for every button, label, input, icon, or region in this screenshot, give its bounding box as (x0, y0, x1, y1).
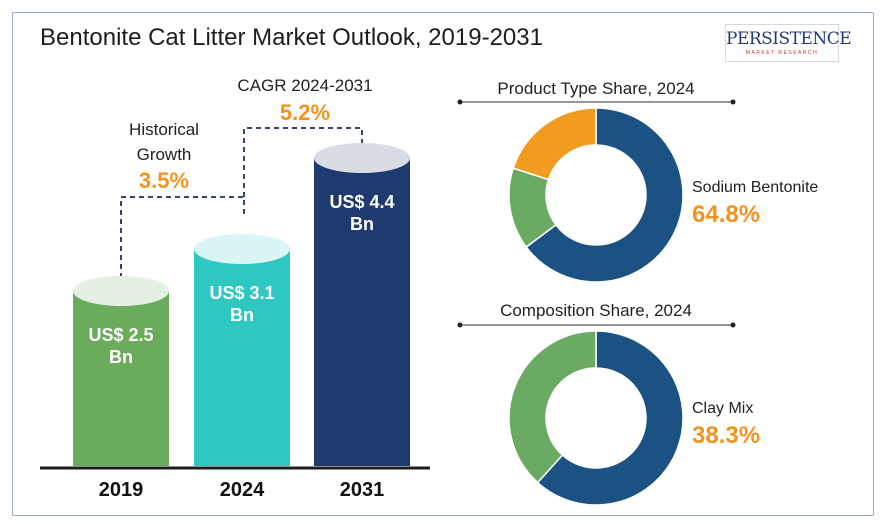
composition-donut (508, 330, 684, 506)
logo-sub-text: MARKET RESEARCH (745, 50, 819, 56)
bar-unit-label-2019: Bn (109, 347, 133, 367)
bar-unit-label-2031: Bn (350, 214, 374, 234)
clay-mix-value: 38.3% (692, 422, 760, 449)
donut2-slice-0 (536, 330, 684, 506)
bar-top-2019 (73, 276, 169, 306)
cagr-value: 5.2% (280, 100, 330, 125)
product-share-title: Product Type Share, 2024 (497, 79, 694, 98)
bar-top-2024 (194, 234, 290, 264)
composition-share-title: Composition Share, 2024 (500, 301, 692, 320)
product-header-dot-right (730, 99, 736, 105)
product-type-donut (508, 107, 684, 283)
bar-top-2031 (314, 143, 410, 173)
historical-growth-value: 3.5% (139, 168, 189, 193)
donut1-slice-0 (525, 107, 684, 283)
cagr-connector (243, 127, 363, 197)
bar-2031: US$ 4.4Bn (314, 143, 410, 466)
x-tick-label-2031: 2031 (340, 479, 385, 501)
bar-body-2031 (314, 158, 410, 466)
bar-unit-label-2024: Bn (230, 305, 254, 325)
brand-logo: PERSISTENCE MARKET RESEARCH (725, 24, 852, 62)
sodium-bentonite-value: 64.8% (692, 201, 760, 228)
page-title: Bentonite Cat Litter Market Outlook, 201… (40, 24, 543, 51)
composition-header-dot-left (457, 322, 463, 328)
x-tick-label-2019: 2019 (99, 479, 144, 501)
logo-main-text: PERSISTENCE (726, 29, 852, 49)
bar-value-label-2024: US$ 3.1 (209, 283, 274, 303)
bar-body-2019 (73, 291, 169, 466)
bar-value-label-2019: US$ 2.5 (88, 325, 153, 345)
bar-2024: US$ 3.1Bn (194, 234, 290, 466)
bar-value-label-2031: US$ 4.4 (329, 192, 394, 212)
sodium-bentonite-label: Sodium Bentonite (692, 179, 818, 196)
clay-mix-label: Clay Mix (692, 400, 753, 417)
bar-body-2024 (194, 249, 290, 466)
donut2-slice-1 (508, 330, 597, 484)
x-tick-label-2024: 2024 (220, 479, 265, 501)
product-header-dot-left (457, 99, 463, 105)
composition-header-dot-right (730, 322, 736, 328)
historical-connector (120, 196, 245, 296)
donut1-slice-2 (512, 107, 597, 181)
infographic-frame (12, 12, 874, 516)
cagr-label: CAGR 2024-2031 (237, 76, 372, 95)
historical-growth-label-1: Historical (129, 120, 199, 139)
historical-growth-label-2: Growth (137, 145, 192, 164)
bar-2019: US$ 2.5Bn (73, 276, 169, 466)
